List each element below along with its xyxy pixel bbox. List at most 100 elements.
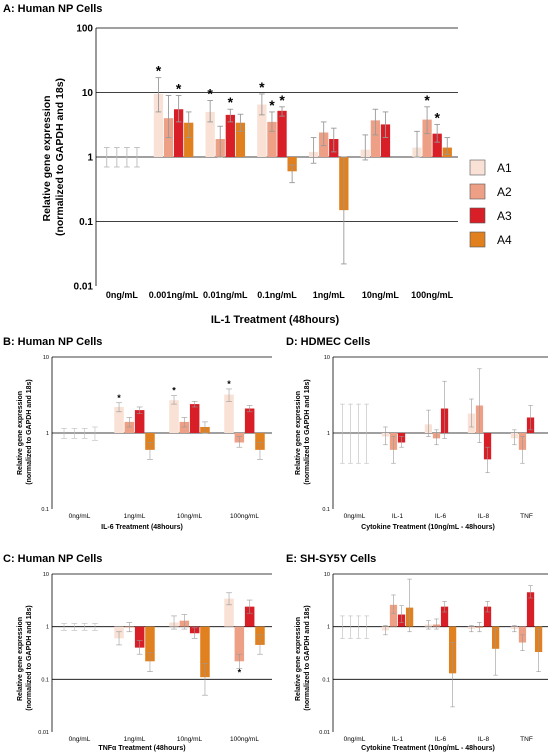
chart-a-significance-marker: * bbox=[269, 97, 275, 113]
chart-a-category-label: 0.001ng/mL bbox=[149, 290, 199, 300]
chart-a-bar-a3 bbox=[173, 109, 184, 157]
chart-c-category-label: 0ng/mL bbox=[69, 736, 91, 743]
chart-a-bar-a2 bbox=[422, 119, 432, 157]
panel-b-ylabel: Relative gene expression (normalized to … bbox=[17, 379, 33, 484]
chart-b-bar-a3 bbox=[244, 408, 255, 433]
chart-d-ytick-label: 0.1 bbox=[322, 507, 330, 513]
chart-a-category-label: 0.1ng/mL bbox=[257, 290, 297, 300]
chart-a-bar-a3 bbox=[277, 110, 287, 157]
chart-b-bar-a1 bbox=[169, 400, 179, 433]
chart-e-ytick-label: 0.1 bbox=[322, 677, 330, 683]
chart-a-category-label: 0.01ng/mL bbox=[203, 290, 248, 300]
chart-e-bar-a3 bbox=[483, 606, 492, 627]
chart-c-ytick-label: 0.1 bbox=[41, 677, 49, 683]
chart-a-significance-marker: * bbox=[228, 94, 234, 110]
chart-c-ytick-label: 1 bbox=[46, 625, 49, 631]
chart-d-ytick-label: 10 bbox=[324, 355, 330, 361]
panel-c-ylabel-line2: (normalized to GAPDH and 18s) bbox=[26, 605, 33, 710]
chart-d-category-label: IL-1 bbox=[392, 513, 404, 520]
legend-swatch-a4 bbox=[469, 231, 486, 248]
chart-c-bar-a3 bbox=[244, 606, 255, 627]
panel-e-ylabel: Relative gene expression (normalized to … bbox=[295, 605, 311, 710]
chart-c-category-label: 1ng/mL bbox=[124, 736, 146, 743]
chart-a-category-label: 0ng/mL bbox=[106, 290, 139, 300]
panel-c-ylabel-line1: Relative gene expression bbox=[17, 617, 24, 701]
chart-e-ytick-label: 1 bbox=[327, 625, 330, 631]
panel-b-xlabel: IL-6 Treatment (48hours) bbox=[101, 524, 183, 531]
chart-b-category-label: 10ng/mL bbox=[177, 513, 203, 520]
chart-a-bar-a3 bbox=[432, 133, 442, 157]
chart-c-bar-a1 bbox=[224, 598, 234, 627]
chart-b-category-label: 100ng/mL bbox=[230, 513, 259, 520]
chart-b-significance-marker: * bbox=[117, 393, 121, 403]
chart-e-ytick-label: 0.01 bbox=[319, 730, 330, 736]
panel-d-xlabel: Cytokine Treatment (10ng/mL - 48hours) bbox=[361, 524, 495, 531]
chart-c-category-label: 100ng/mL bbox=[230, 736, 259, 743]
chart-d: 0.1 1 10 0ng/mL IL-1 IL-6 IL-8 TNF bbox=[322, 355, 548, 520]
panel-a-ylabel-line1: Relative gene expression bbox=[41, 95, 53, 221]
chart-a-significance-marker: * bbox=[259, 79, 265, 95]
chart-e-category-label: IL-8 bbox=[478, 736, 490, 743]
legend-swatch-a2 bbox=[469, 183, 486, 200]
chart-d-category-label: 0ng/mL bbox=[344, 513, 366, 520]
chart-a-significance-marker: * bbox=[434, 109, 440, 125]
chart-e-category-label: TNF bbox=[520, 736, 533, 743]
chart-b-bar-a2 bbox=[179, 421, 190, 433]
chart-a-bar-a4 bbox=[287, 157, 297, 172]
chart-a-bar-a2 bbox=[370, 120, 381, 157]
chart-a-bar-a4 bbox=[235, 122, 246, 157]
chart-c-bar-a2 bbox=[234, 626, 245, 662]
chart-a-ytick-label: 10 bbox=[82, 88, 94, 99]
panel-d-ylabel: Relative gene expression (normalized to … bbox=[295, 379, 311, 484]
chart-a-category-label: 10ng/mL bbox=[362, 290, 400, 300]
chart-b-bar-a2 bbox=[124, 421, 135, 433]
legend-label-a1: A1 bbox=[497, 161, 512, 175]
chart-b-bar-a1 bbox=[114, 406, 124, 433]
chart-b-category-label: 1ng/mL bbox=[124, 513, 146, 520]
chart-d-category-label: IL-6 bbox=[435, 513, 447, 520]
chart-a-bar-a4 bbox=[184, 122, 194, 157]
chart-b-bar-a3 bbox=[189, 404, 200, 433]
panel-a-ylabel: Relative gene expression (normalized to … bbox=[41, 78, 66, 236]
chart-a-bar-a3 bbox=[380, 124, 391, 157]
panel-a-ylabel-line2: (normalized to GAPDH and 18s) bbox=[54, 78, 66, 236]
panel-c-title: C: Human NP Cells bbox=[3, 553, 102, 565]
chart-b-bar-a1 bbox=[224, 394, 234, 433]
chart-b-bar-a3 bbox=[134, 410, 145, 433]
chart-a-ytick-label: 0.1 bbox=[79, 217, 93, 228]
chart-d-category-label: IL-8 bbox=[478, 513, 490, 520]
chart-d-bar-a3 bbox=[483, 433, 492, 460]
chart-a-bar-a2 bbox=[267, 121, 277, 157]
chart-a-category-label: 1ng/mL bbox=[313, 290, 346, 300]
panel-b-title: B: Human NP Cells bbox=[3, 336, 102, 348]
chart-d-category-label: TNF bbox=[520, 513, 533, 520]
legend-swatch-a1 bbox=[469, 159, 486, 176]
chart-a-significance-marker: * bbox=[424, 92, 430, 108]
chart-b-bar-a4 bbox=[255, 433, 265, 450]
chart-e-bar-a3 bbox=[440, 606, 449, 627]
chart-c-ytick-label: 10 bbox=[43, 572, 49, 578]
chart-c-category-label: 10ng/mL bbox=[177, 736, 203, 743]
panel-a-xlabel: IL-1 Treatment (48hours) bbox=[211, 314, 340, 326]
chart-a-bar-a1 bbox=[205, 111, 215, 157]
chart-e-category-label: 0ng/mL bbox=[344, 736, 366, 743]
chart-a-significance-marker: * bbox=[207, 86, 213, 102]
chart-e-ytick-label: 10 bbox=[324, 572, 330, 578]
panel-a-title: A: Human NP Cells bbox=[3, 3, 102, 15]
panel-c-ylabel: Relative gene expression (normalized to … bbox=[17, 605, 33, 710]
chart-a-bar-a3 bbox=[225, 114, 235, 157]
panel-b-ylabel-line2: (normalized to GAPDH and 18s) bbox=[26, 379, 33, 484]
panel-b-ylabel-line1: Relative gene expression bbox=[17, 391, 24, 475]
chart-b-bar-a4 bbox=[145, 433, 155, 450]
chart-e-category-label: IL-1 bbox=[392, 736, 404, 743]
chart-b-ytick-label: 10 bbox=[43, 355, 49, 361]
chart-c-bar-a4 bbox=[145, 626, 155, 662]
legend-label-a2: A2 bbox=[497, 185, 512, 199]
chart-b-significance-marker: * bbox=[227, 379, 231, 389]
panel-e-ylabel-line2: (normalized to GAPDH and 18s) bbox=[304, 605, 311, 710]
panel-e-title: E: SH-SY5Y Cells bbox=[286, 553, 376, 565]
chart-c-significance-marker: * bbox=[238, 668, 242, 678]
